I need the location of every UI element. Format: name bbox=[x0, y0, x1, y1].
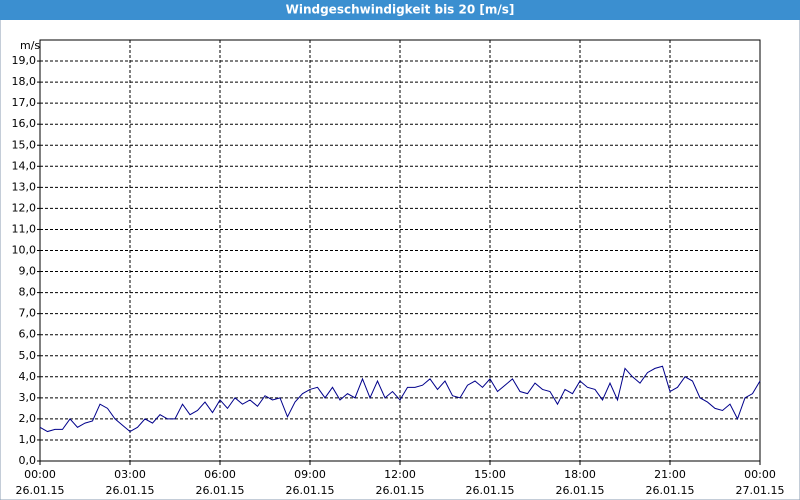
y-tick-label: 1,0 bbox=[19, 433, 37, 446]
x-tick-date: 26.01.15 bbox=[376, 484, 425, 497]
y-tick-label: 7,0 bbox=[19, 307, 37, 320]
x-tick-date: 26.01.15 bbox=[196, 484, 245, 497]
x-tick-date: 26.01.15 bbox=[466, 484, 515, 497]
y-tick-label: 19,0 bbox=[12, 54, 37, 67]
x-tick-label: 06:00 bbox=[204, 468, 236, 481]
y-tick-label: 4,0 bbox=[19, 370, 37, 383]
x-tick-label: 21:00 bbox=[654, 468, 686, 481]
y-tick-label: 10,0 bbox=[12, 244, 37, 257]
y-tick-label: 3,0 bbox=[19, 391, 37, 404]
x-tick-date: 26.01.15 bbox=[106, 484, 155, 497]
y-tick-label: 14,0 bbox=[12, 159, 37, 172]
y-tick-label: 17,0 bbox=[12, 96, 37, 109]
x-tick-date: 26.01.15 bbox=[556, 484, 605, 497]
y-tick-label: 8,0 bbox=[19, 286, 37, 299]
data-line bbox=[39, 365, 761, 433]
y-tick-label: 9,0 bbox=[19, 265, 37, 278]
y-tick-label: 13,0 bbox=[12, 180, 37, 193]
title-bar bbox=[0, 0, 800, 20]
y-tick-label: 18,0 bbox=[12, 75, 37, 88]
x-tick-label: 03:00 bbox=[114, 468, 146, 481]
y-tick-label: 15,0 bbox=[12, 138, 37, 151]
y-tick-label: 6,0 bbox=[19, 328, 37, 341]
x-tick-label: 00:00 bbox=[744, 468, 776, 481]
y-tick-label: 12,0 bbox=[12, 201, 37, 214]
x-tick-label: 00:00 bbox=[24, 468, 56, 481]
x-tick-date: 27.01.15 bbox=[736, 484, 785, 497]
x-tick-label: 12:00 bbox=[384, 468, 416, 481]
x-tick-label: 15:00 bbox=[474, 468, 506, 481]
y-tick-label: 11,0 bbox=[12, 222, 37, 235]
x-tick-label: 18:00 bbox=[564, 468, 596, 481]
x-tick-label: 09:00 bbox=[294, 468, 326, 481]
x-tick-date: 26.01.15 bbox=[16, 484, 65, 497]
y-axis-label: m/s bbox=[20, 39, 40, 52]
y-tick-label: 16,0 bbox=[12, 117, 37, 130]
y-tick-label: 5,0 bbox=[19, 349, 37, 362]
x-tick-date: 26.01.15 bbox=[286, 484, 335, 497]
y-tick-label: 0,0 bbox=[19, 454, 37, 467]
chart-title: Windgeschwindigkeit bis 20 [m/s] bbox=[286, 3, 515, 17]
x-tick-date: 26.01.15 bbox=[646, 484, 695, 497]
y-tick-label: 2,0 bbox=[19, 412, 37, 425]
